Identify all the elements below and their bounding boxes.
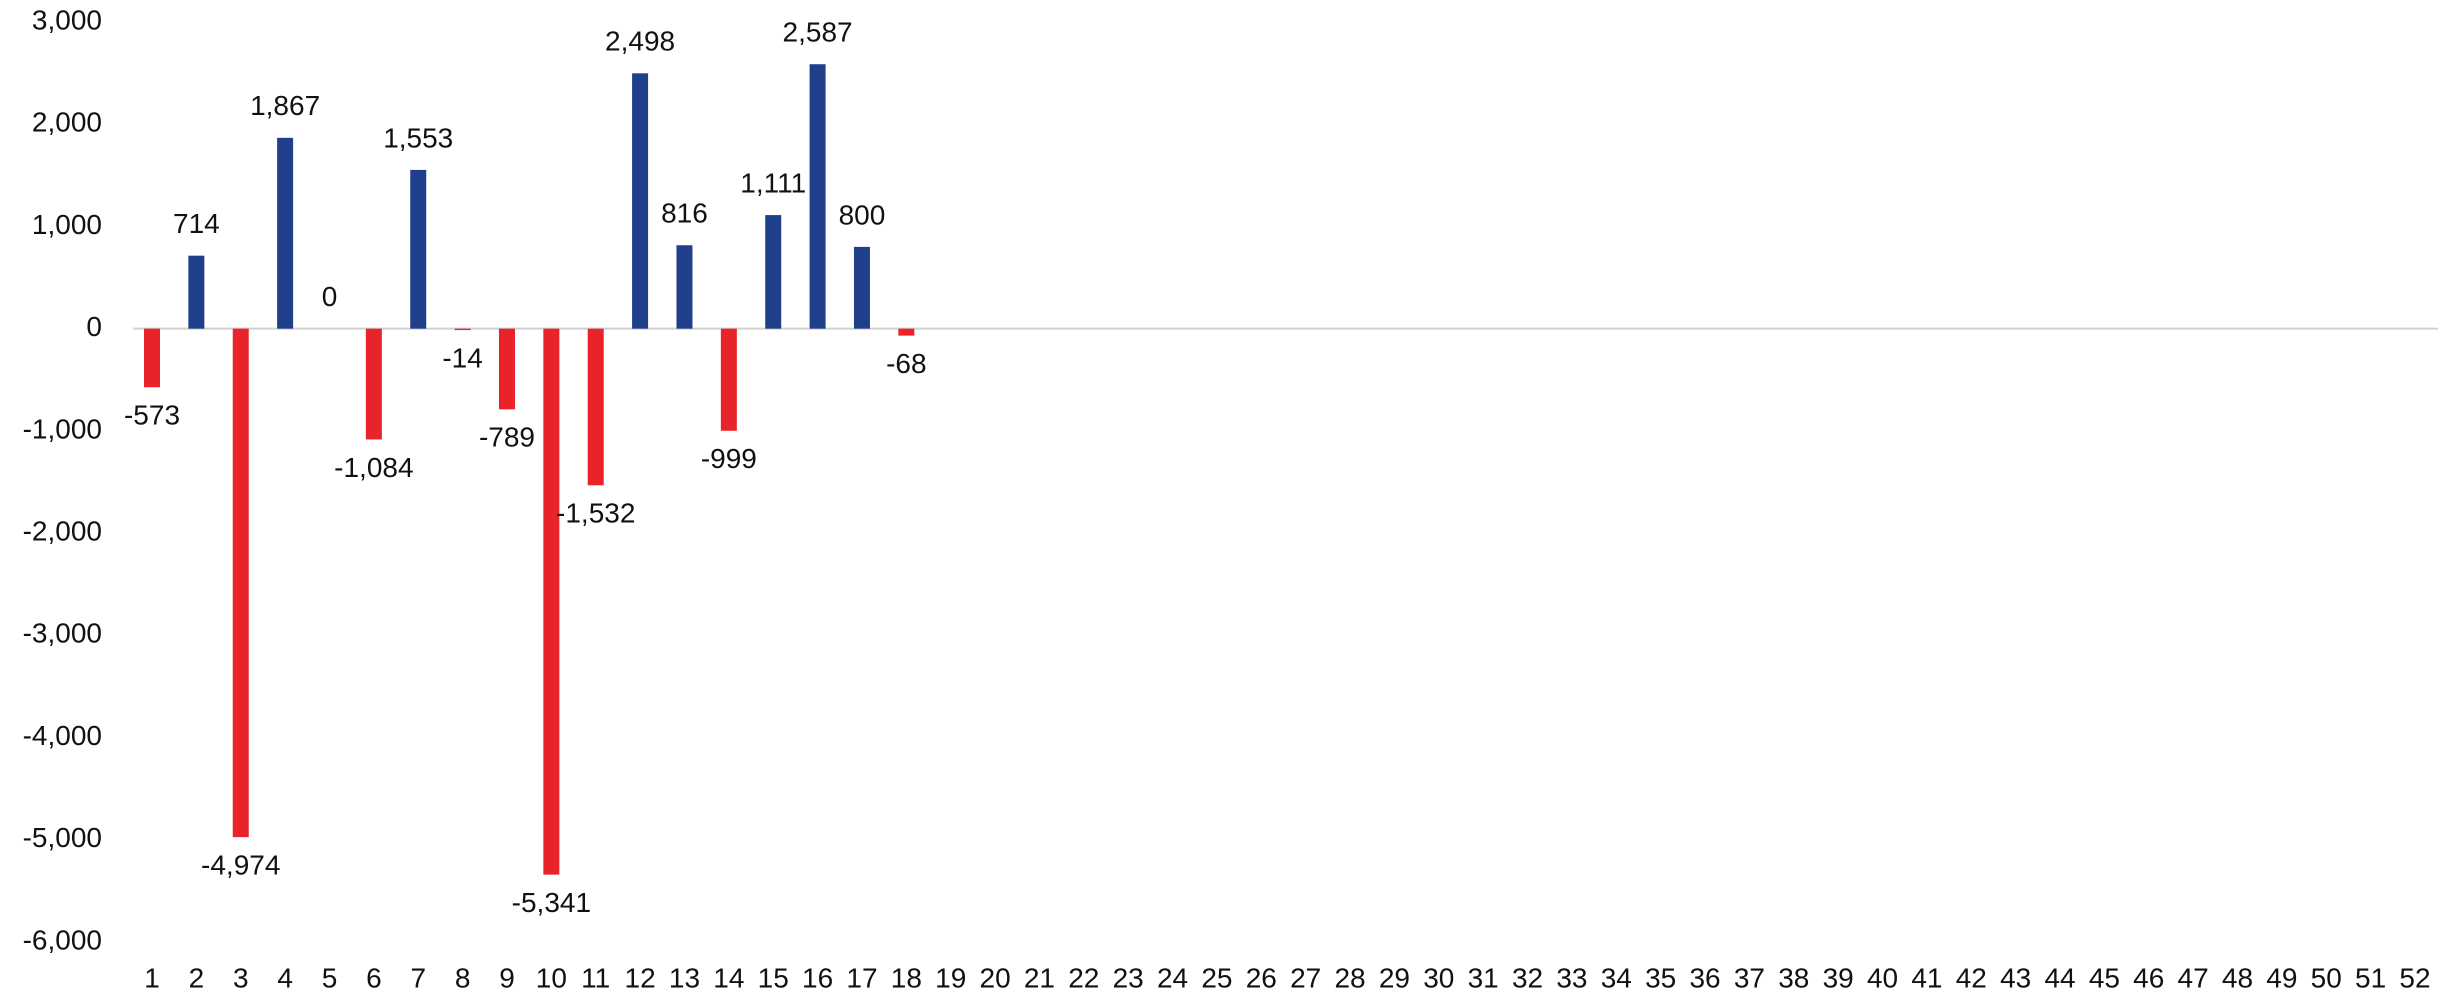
value-label: 816 <box>661 198 708 229</box>
bar <box>277 137 294 329</box>
x-tick-label: 51 <box>2355 962 2386 993</box>
x-tick-label: 44 <box>2044 962 2075 993</box>
x-tick-label: 29 <box>1379 962 1410 993</box>
value-label: 1,553 <box>383 122 453 153</box>
x-tick-label: 35 <box>1645 962 1676 993</box>
y-tick-label: 1,000 <box>32 209 102 240</box>
bar <box>454 328 471 331</box>
x-tick-label: 2 <box>189 962 205 993</box>
y-tick-label: 3,000 <box>32 4 102 35</box>
x-tick-label: 49 <box>2266 962 2297 993</box>
x-tick-label: 11 <box>581 962 610 993</box>
x-tick-label: 50 <box>2311 962 2342 993</box>
y-tick-label: -5,000 <box>23 822 102 853</box>
bar <box>898 328 915 336</box>
x-tick-label: 39 <box>1823 962 1854 993</box>
x-tick-label: 26 <box>1246 962 1277 993</box>
bar <box>543 328 560 875</box>
x-tick-label: 48 <box>2222 962 2253 993</box>
x-tick-label: 34 <box>1601 962 1632 993</box>
y-tick-label: 0 <box>86 311 102 342</box>
x-tick-label: 22 <box>1068 962 1099 993</box>
x-tick-label: 45 <box>2089 962 2120 993</box>
x-tick-label: 17 <box>846 962 877 993</box>
x-tick-label: 13 <box>669 962 700 993</box>
value-label: -1,084 <box>334 452 413 483</box>
x-tick-label: 42 <box>1956 962 1987 993</box>
x-tick-label: 30 <box>1423 962 1454 993</box>
y-tick-label: -2,000 <box>23 516 102 547</box>
x-tick-label: 46 <box>2133 962 2164 993</box>
bar <box>188 255 205 329</box>
value-label: 714 <box>173 208 220 239</box>
value-label: -14 <box>442 342 482 373</box>
value-label: 2,587 <box>783 17 853 48</box>
value-label: -999 <box>701 443 757 474</box>
x-tick-label: 24 <box>1157 962 1188 993</box>
bar <box>720 328 737 431</box>
y-tick-label: -3,000 <box>23 618 102 649</box>
x-tick-label: 32 <box>1512 962 1543 993</box>
y-tick-label: -1,000 <box>23 413 102 444</box>
x-tick-label: 28 <box>1334 962 1365 993</box>
x-tick-label: 18 <box>891 962 922 993</box>
value-label: 800 <box>839 199 886 230</box>
bar <box>232 328 249 838</box>
value-label: -5,341 <box>512 887 591 918</box>
value-label: -4,974 <box>201 850 280 881</box>
x-tick-label: 4 <box>277 962 293 993</box>
y-tick-label: 2,000 <box>32 107 102 138</box>
x-tick-label: 20 <box>980 962 1011 993</box>
x-tick-label: 37 <box>1734 962 1765 993</box>
x-tick-label: 19 <box>935 962 966 993</box>
x-tick-label: 10 <box>536 962 567 993</box>
x-tick-label: 1 <box>144 962 160 993</box>
bar <box>144 328 160 388</box>
x-tick-label: 47 <box>2178 962 2209 993</box>
x-tick-label: 36 <box>1689 962 1720 993</box>
x-tick-label: 14 <box>713 962 744 993</box>
x-tick-label: 9 <box>499 962 515 993</box>
x-tick-label: 7 <box>410 962 426 993</box>
bar <box>410 169 427 329</box>
x-tick-label: 27 <box>1290 962 1321 993</box>
value-label: -68 <box>886 348 926 379</box>
x-tick-label: 5 <box>322 962 338 993</box>
bar <box>498 328 515 410</box>
bar <box>853 246 870 329</box>
value-label: -573 <box>124 400 180 431</box>
value-label: 2,498 <box>605 26 675 57</box>
y-tick-label: -6,000 <box>23 924 102 955</box>
x-tick-label: 43 <box>2000 962 2031 993</box>
value-label: 0 <box>322 281 338 312</box>
bar <box>809 64 826 329</box>
x-tick-label: 41 <box>1911 962 1942 993</box>
bar <box>587 328 604 486</box>
x-tick-label: 15 <box>758 962 789 993</box>
value-label: -1,532 <box>556 498 635 529</box>
x-tick-label: 12 <box>625 962 656 993</box>
bar <box>765 215 782 329</box>
x-tick-label: 16 <box>802 962 833 993</box>
value-label: -789 <box>479 422 535 453</box>
x-tick-label: 52 <box>2399 962 2430 993</box>
x-tick-label: 21 <box>1024 962 1055 993</box>
x-tick-label: 31 <box>1468 962 1499 993</box>
x-tick-label: 3 <box>233 962 249 993</box>
bar <box>365 328 382 440</box>
value-label: 1,867 <box>250 90 320 121</box>
x-tick-label: 33 <box>1556 962 1587 993</box>
bar <box>676 245 693 329</box>
x-tick-label: 40 <box>1867 962 1898 993</box>
x-tick-label: 23 <box>1113 962 1144 993</box>
x-tick-label: 25 <box>1201 962 1232 993</box>
bar <box>632 73 649 329</box>
x-tick-label: 8 <box>455 962 471 993</box>
y-tick-label: -4,000 <box>23 720 102 751</box>
value-label: 1,111 <box>740 167 806 198</box>
x-tick-label: 6 <box>366 962 382 993</box>
x-tick-label: 38 <box>1778 962 1809 993</box>
